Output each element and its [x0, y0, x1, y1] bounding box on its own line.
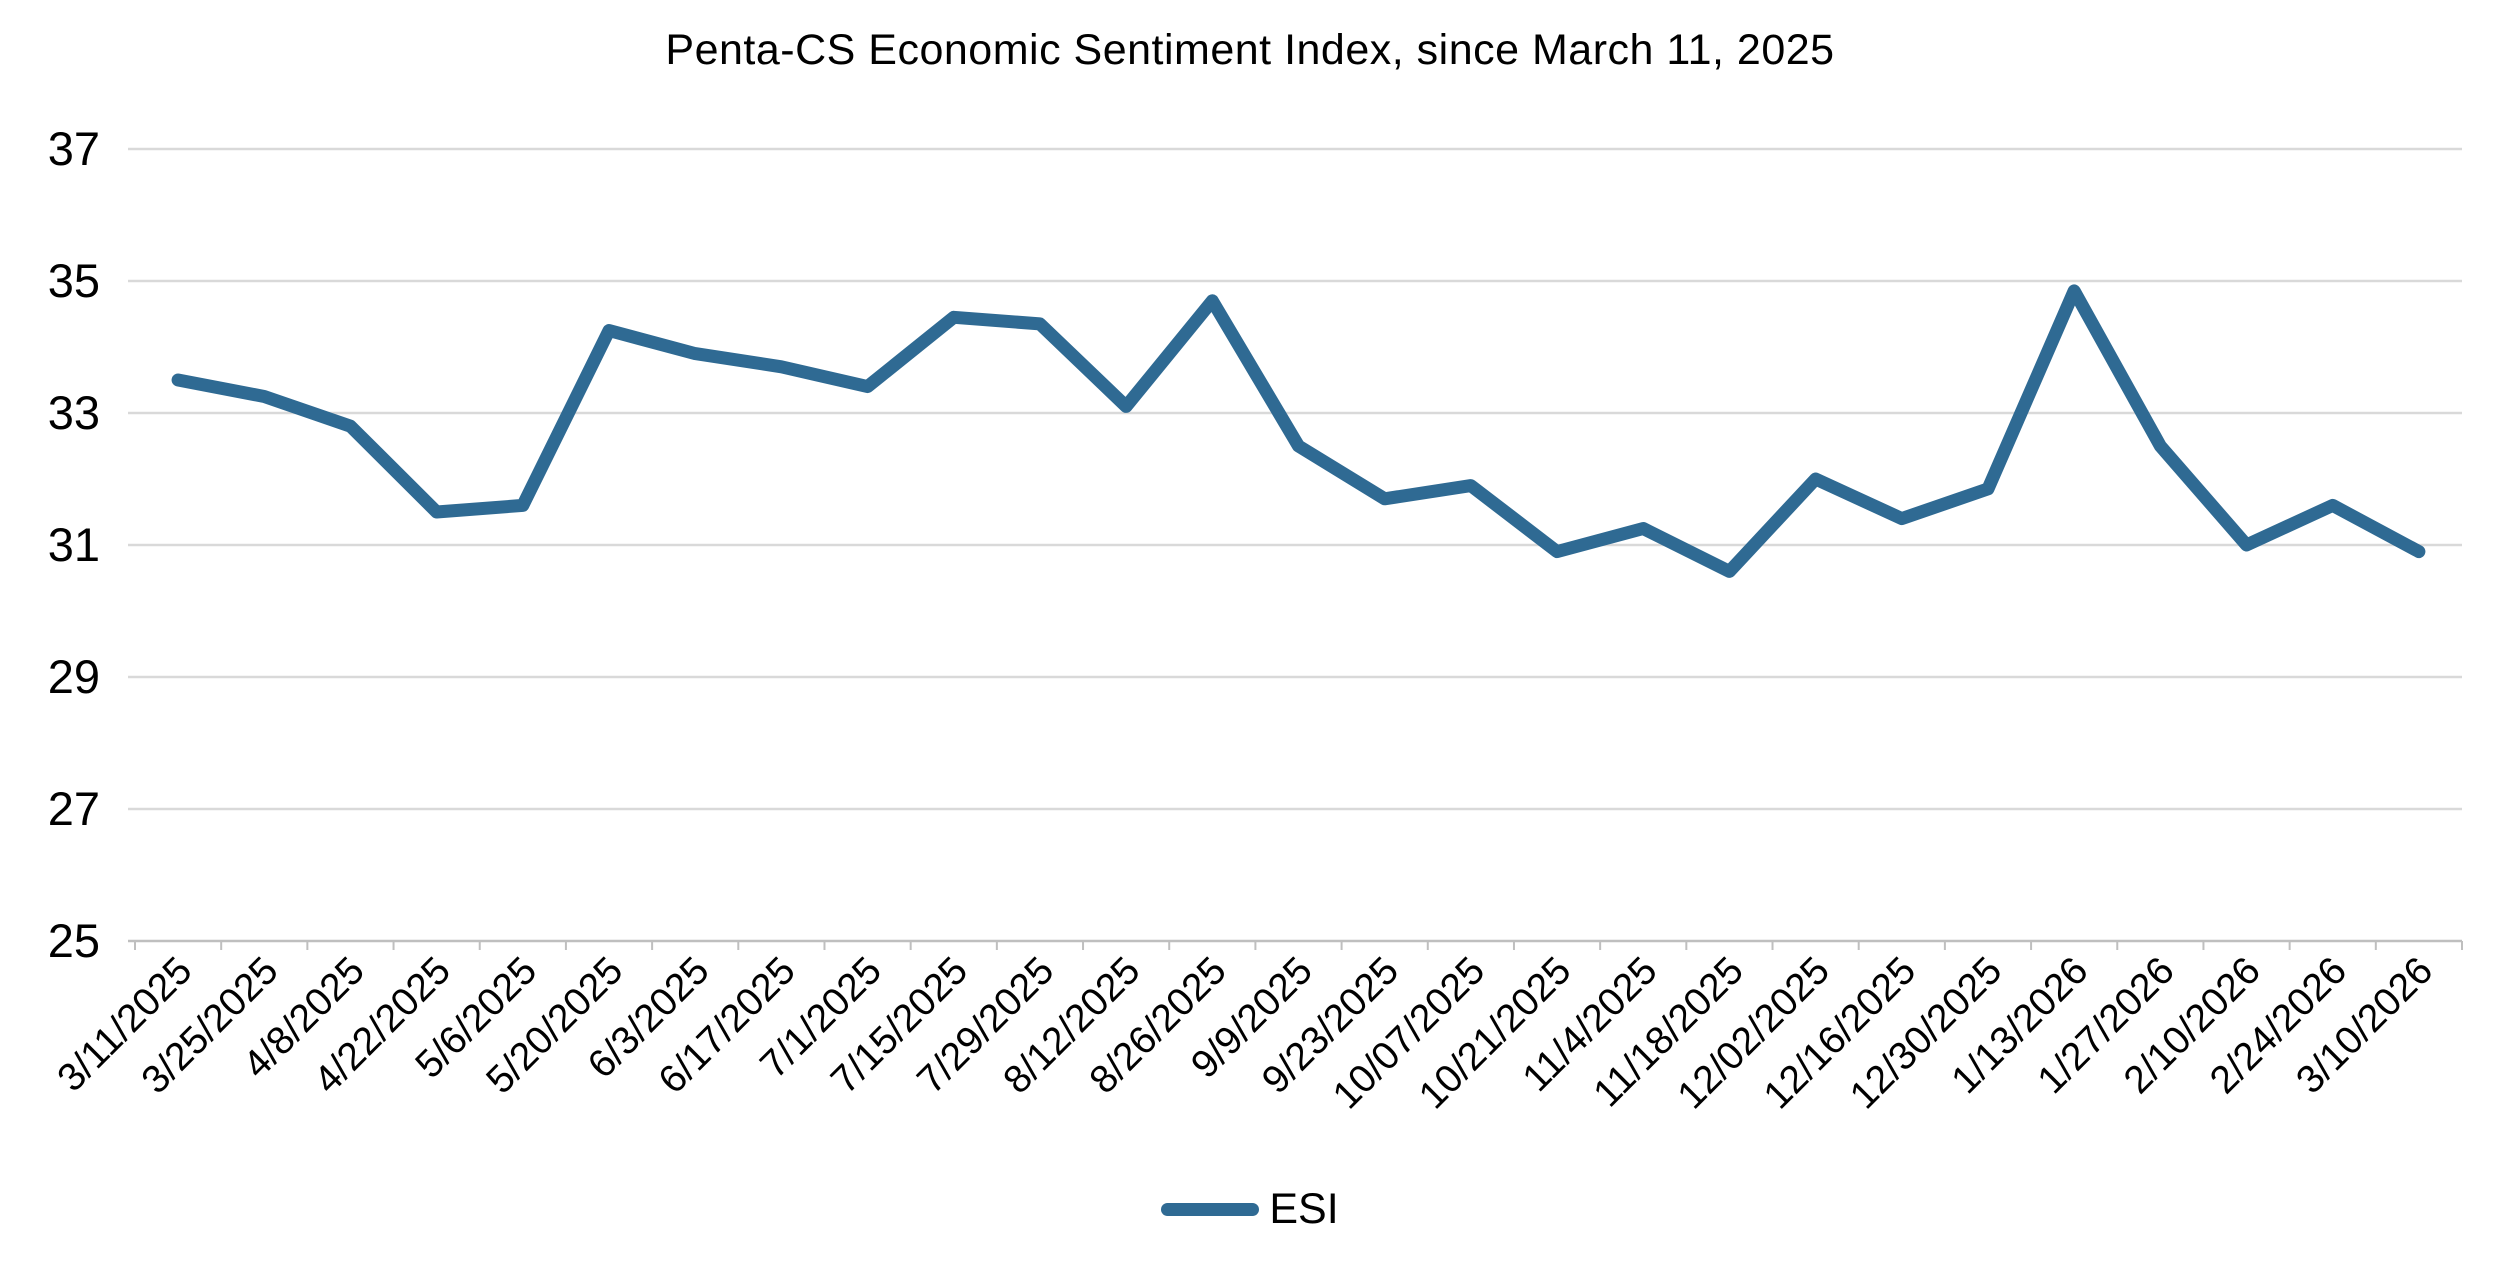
y-axis-tick-label: 25 [48, 914, 100, 967]
y-axis-tick-label: 35 [48, 254, 100, 307]
legend: ESI [0, 1185, 2500, 1233]
y-axis-tick-label: 29 [48, 650, 100, 703]
y-axis-tick-label: 27 [48, 782, 100, 835]
y-axis-tick-label: 37 [48, 122, 100, 175]
legend-label: ESI [1269, 1185, 1339, 1233]
y-axis-tick-label: 33 [48, 386, 100, 439]
chart-title: Penta-CS Economic Sentiment Index, since… [665, 26, 1835, 74]
y-axis-tick-label: 31 [48, 518, 100, 571]
esi-series-line [171, 284, 2426, 578]
esi-series-swatch [1161, 1203, 1260, 1217]
